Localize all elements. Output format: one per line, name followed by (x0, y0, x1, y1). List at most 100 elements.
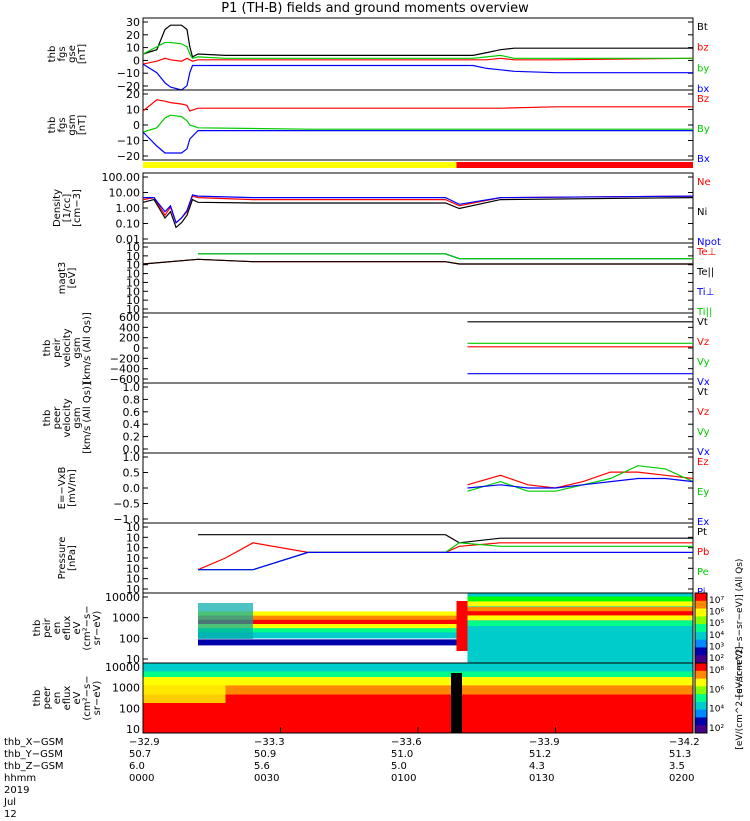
legend-entry: Ti|| (696, 307, 712, 318)
colorbar-segment (695, 600, 707, 610)
footer-value: 0130 (529, 773, 555, 784)
panel-frame (142, 452, 694, 524)
y-tick-label: 0.8 (123, 393, 141, 406)
panel-frame (142, 17, 694, 91)
y-tick-label: 0.10 (116, 218, 141, 231)
y-tick-label: −20 (117, 80, 140, 93)
y-tick-label: 100 (119, 702, 140, 715)
footer-row-label: thb_Z−GSM (4, 761, 64, 772)
footer-value: 51.2 (529, 749, 552, 760)
y-tick-label: 0.2 (123, 431, 141, 444)
y-axis-label: thbpeervelocitygsm[km/s (All Qs)] (42, 382, 93, 454)
y-tick-label: 10000 (105, 661, 140, 674)
colorbar-label: [eV/(cm^2−s−sr−eV)] (All Qs) (735, 559, 745, 698)
series-line-Ti⊥ (198, 253, 693, 260)
y-tick-label: 10 (126, 42, 140, 55)
y-tick-label: 600 (119, 311, 140, 324)
legend-entry: Vy (697, 357, 710, 368)
spectrogram-patch (198, 603, 253, 639)
y-tick-label: 400 (119, 321, 140, 334)
colorbar-segment (695, 701, 707, 711)
y-tick-label: 1000 (112, 682, 140, 695)
legend-entry: Pt (697, 527, 707, 538)
colorbar-segment (695, 663, 707, 672)
plot-title: P1 (TH-B) fields and ground moments over… (221, 1, 529, 16)
series-line-bx (142, 63, 693, 91)
panel-frame (142, 382, 694, 454)
spectrogram-band (198, 619, 457, 626)
panel-peer_eflux: 10000 1000 100 10 thbpeerenefluxeV(cm²−s−sr−… (32, 646, 745, 749)
legend-entry: Ti⊥ (696, 287, 714, 298)
y-tick-label: −600 (110, 373, 140, 386)
spectrogram-band (198, 639, 457, 646)
footer-value: 0100 (391, 773, 417, 784)
spectrogram-band (143, 694, 693, 733)
panel-fgs_gsm: 20 10 0 −10 −20 thbfgsgsm[nT] Bz By Bx (47, 88, 710, 165)
legend-entry: Vt (697, 387, 708, 398)
footer-date: 2019 Jul 12 (4, 785, 30, 820)
y-axis-label: thbpeirenefluxeV(cm²−s−sr−eV) (32, 605, 103, 650)
colorbar-segment (695, 678, 707, 687)
spectrogram-band (467, 615, 693, 621)
y-tick-label: 10 (126, 241, 140, 254)
y-tick-label: −200 (110, 352, 140, 365)
y-tick-label: 20 (126, 29, 140, 42)
colorbar-segment (695, 725, 707, 734)
footer-value: 51.0 (391, 749, 414, 760)
spectrogram-gap (456, 601, 468, 651)
footer-value: 50.7 (129, 749, 152, 760)
spectrogram-band (198, 624, 457, 630)
colorbar-segment (695, 616, 707, 625)
footer-row: thb_X−GSM −32.9 −33.3 −33.6 −33.9 −34.2 (4, 737, 744, 749)
legend-entry: Bt (697, 22, 708, 33)
legend-entry: Ni (697, 207, 707, 218)
y-tick-label: 10 (126, 276, 140, 289)
colorbar-tick-label: 10⁷ (709, 596, 724, 606)
legend-entry: Vz (697, 337, 709, 348)
y-tick-label: 0.6 (123, 406, 141, 419)
colorbar-segment (695, 694, 707, 703)
legend-entry: Vt (697, 317, 708, 328)
y-tick-label: 10 (126, 250, 140, 263)
legend-entry: Bx (697, 154, 710, 165)
colorbar-segment (695, 639, 707, 648)
y-axis-label: E=−VxB[mV/m] (57, 467, 78, 510)
legend-entry: Te|| (696, 267, 714, 278)
footer-row-label: thb_X−GSM (4, 737, 64, 748)
panel-frame (142, 172, 694, 244)
series-line-Npot (143, 194, 694, 224)
y-tick-label: 100.00 (102, 171, 141, 184)
y-tick-label: 10 (126, 521, 140, 534)
y-tick-label: 10 (126, 542, 140, 555)
y-tick-label: 20 (126, 88, 140, 101)
series-line-Ni (142, 197, 694, 229)
series-line-Te|| (142, 258, 693, 265)
legend-entry: Pe (697, 567, 709, 578)
y-tick-label: 10 (126, 294, 140, 307)
panel-density: 100.00 10.00 1.00 0.10 0.01 Density[1/cc][cm−… (52, 171, 721, 248)
series-line-by (142, 41, 693, 59)
panel-peer_velocity: 1.00.80.60.40.20.0 thbpeervelocitygsm[km/… (42, 381, 710, 458)
series-line-By (142, 114, 693, 133)
colorbar-segment (695, 655, 707, 664)
y-tick-label: 10 (126, 583, 140, 596)
colorbar-tick-label: 10² (709, 654, 724, 664)
spectrogram-band (467, 596, 693, 602)
y-tick-label: −0.5 (113, 498, 140, 511)
footer-value: −32.9 (129, 737, 160, 748)
y-tick-label: 1000 (112, 612, 140, 625)
footer-value: −33.3 (254, 737, 285, 748)
spectrogram-band (198, 611, 457, 618)
spectrogram-band (198, 628, 457, 635)
legend-entry: Vy (697, 427, 710, 438)
footer-row-label: thb_Y−GSM (4, 749, 63, 760)
y-tick-label: 10 (126, 573, 140, 586)
series-line-Bz (142, 99, 693, 112)
panel-efield: 1.0 0.5 0.0 −0.5 −1.0 E=−VxB[mV/m] Ez Ey Ex (57, 451, 709, 528)
colorbar-segment (695, 647, 707, 656)
panel-frame (142, 312, 694, 384)
